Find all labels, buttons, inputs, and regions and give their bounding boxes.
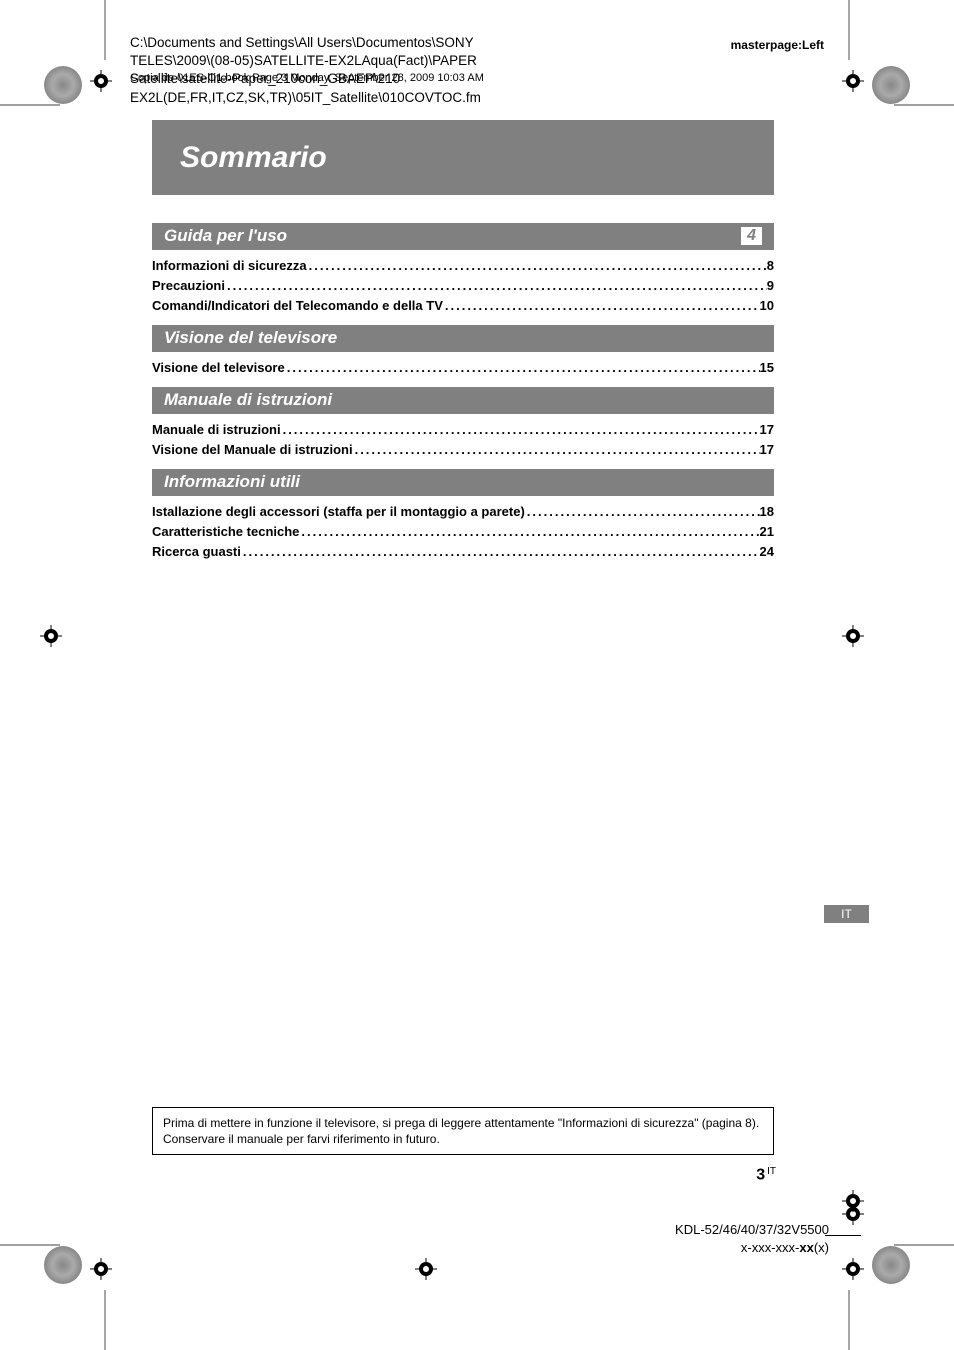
- toc-page: 17: [760, 422, 774, 437]
- part-number: x-xxx-xxx-xx(x): [741, 1240, 829, 1255]
- page-title: Sommario: [180, 141, 327, 175]
- table-of-contents: Guida per l'uso 4 Informazioni di sicurezz…: [152, 223, 774, 564]
- toc-page: 18: [760, 504, 774, 519]
- toc-row: Informazioni di sicurezza 8: [152, 258, 774, 273]
- toc-label: Ricerca guasti: [152, 544, 241, 559]
- toc-row: Precauzioni 9: [152, 278, 774, 293]
- masterpage-label: masterpage:Left: [731, 38, 824, 52]
- model-underline: [825, 1235, 861, 1236]
- toc-label: Informazioni di sicurezza: [152, 258, 307, 273]
- page-number: 3IT: [756, 1166, 776, 1185]
- toc-page: 24: [760, 544, 774, 559]
- header-overprint-text: Copia de 01ES-O1.book Page 3 Monday, Sep…: [130, 72, 484, 84]
- toc-page: 10: [760, 298, 774, 313]
- toc-row: Comandi/Indicatori del Telecomando e del…: [152, 298, 774, 313]
- toc-label: Manuale di istruzioni: [152, 422, 281, 437]
- section-header: Informazioni utili: [152, 469, 774, 496]
- toc-row: Visione del televisore 15: [152, 360, 774, 375]
- toc-dots: [285, 360, 760, 375]
- path-line: EX2L(DE,FR,IT,CZ,SK,TR)\05IT_Satellite\0…: [130, 89, 481, 107]
- toc-page: 9: [767, 278, 774, 293]
- toc-page: 8: [767, 258, 774, 273]
- toc-label: Visione del televisore: [152, 360, 285, 375]
- section-header: Manuale di istruzioni: [152, 387, 774, 414]
- toc-dots: [299, 524, 759, 539]
- page-number-suffix: IT: [767, 1166, 776, 1177]
- toc-row: Ricerca guasti 24: [152, 544, 774, 559]
- toc-dots: [525, 504, 760, 519]
- toc-row: Visione del Manuale di istruzioni 17: [152, 442, 774, 457]
- language-tab: IT: [824, 905, 869, 923]
- toc-label: Caratteristiche tecniche: [152, 524, 299, 539]
- toc-row: Istallazione degli accessori (staffa per…: [152, 504, 774, 519]
- path-line: C:\Documents and Settings\All Users\Docu…: [130, 34, 481, 52]
- toc-dots: [353, 442, 760, 457]
- section-badge: 4: [741, 227, 762, 245]
- section-header-label: Manuale di istruzioni: [164, 390, 332, 410]
- toc-dots: [281, 422, 760, 437]
- toc-page: 21: [760, 524, 774, 539]
- page-number-value: 3: [756, 1167, 765, 1184]
- toc-row: Caratteristiche tecniche 21: [152, 524, 774, 539]
- toc-label: Precauzioni: [152, 278, 225, 293]
- toc-dots: [241, 544, 760, 559]
- section-header: Guida per l'uso 4: [152, 223, 774, 250]
- toc-dots: [307, 258, 767, 273]
- toc-label: Istallazione degli accessori (staffa per…: [152, 504, 525, 519]
- model-number: KDL-52/46/40/37/32V5500: [675, 1222, 829, 1237]
- notice-box: Prima di mettere in funzione il televiso…: [152, 1107, 774, 1155]
- toc-dots: [443, 298, 760, 313]
- part-suffix: (x): [814, 1240, 829, 1255]
- toc-page: 17: [760, 442, 774, 457]
- section-header-label: Informazioni utili: [164, 472, 300, 492]
- section-header-label: Visione del televisore: [164, 328, 337, 348]
- toc-row: Manuale di istruzioni 17: [152, 422, 774, 437]
- toc-page: 15: [760, 360, 774, 375]
- path-line: TELES\2009\(08-05)SATELLITE-EX2LAqua(Fac…: [130, 52, 481, 70]
- header-file-paths: C:\Documents and Settings\All Users\Docu…: [130, 34, 481, 107]
- section-header-label: Guida per l'uso: [164, 226, 287, 246]
- toc-label: Visione del Manuale di istruzioni: [152, 442, 353, 457]
- toc-label: Comandi/Indicatori del Telecomando e del…: [152, 298, 443, 313]
- part-bold: xx: [799, 1240, 813, 1255]
- section-header: Visione del televisore: [152, 325, 774, 352]
- title-block: Sommario: [152, 120, 774, 195]
- toc-dots: [225, 278, 767, 293]
- part-prefix: x-xxx-xxx-: [741, 1240, 800, 1255]
